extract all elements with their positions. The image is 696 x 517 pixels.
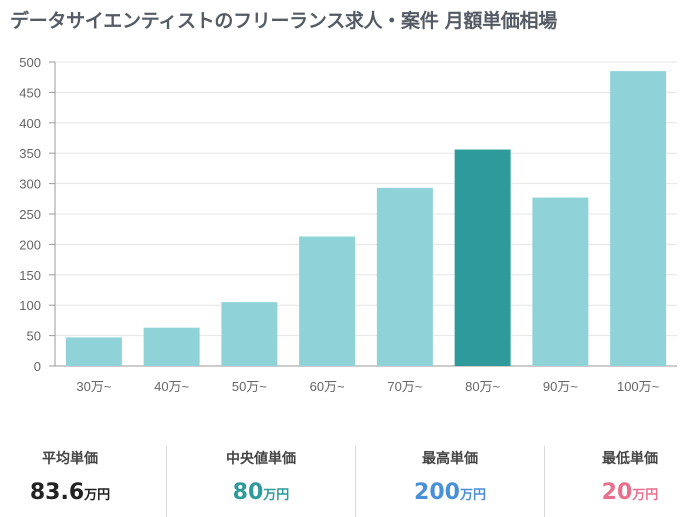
y-tick-label: 200 [19,237,41,252]
stat-average-label: 平均単価 [42,451,98,467]
bar [610,71,667,367]
stat-min-unit: 万円 [632,488,659,503]
x-tick-label: 60万~ [310,379,345,394]
price-stats: 平均単価 83.6万円 中央値単価 80万円 最高単価 200万円 最低単価 2… [0,440,696,517]
stat-average-number: 83.6 [29,480,85,505]
y-tick-label: 500 [19,55,41,70]
y-tick-label: 450 [19,85,41,100]
stat-max-unit: 万円 [459,488,486,503]
stat-average: 平均単価 83.6万円 [0,440,140,517]
stat-divider [166,446,167,517]
x-tick-label: 40万~ [154,379,189,394]
bar [532,197,589,366]
stat-min-label: 最低単価 [602,451,658,467]
stat-median-value: 80万円 [186,480,336,505]
chart-title: データサイエンティストのフリーランス求人・案件 月額単価相場 [10,10,557,32]
y-tick-label: 150 [19,268,41,283]
y-tick-label: 0 [34,359,41,374]
stat-divider [355,446,356,517]
stat-max-number: 200 [414,480,460,505]
bar [454,149,511,366]
bar [376,187,433,366]
bar-chart: 0 50 100 150 200 250 300 350 400 450 500 30万~ 40万~ 50… [19,55,677,394]
y-tick-label: 350 [19,146,41,161]
x-tick-label: 90万~ [543,379,578,394]
stat-average-unit: 万円 [84,488,111,503]
y-tick-label: 300 [19,177,41,192]
stat-median-label: 中央値単価 [226,451,296,467]
bar [143,327,200,366]
bar [221,302,278,366]
y-tick-label: 50 [27,329,41,344]
x-tick-label: 70万~ [387,379,422,394]
stat-max: 最高単価 200万円 [375,440,525,517]
x-tick-label: 80万~ [465,379,500,394]
x-tick-label: 50万~ [232,379,267,394]
stat-median: 中央値単価 80万円 [186,440,336,517]
stat-median-unit: 万円 [263,488,290,503]
bar [299,236,356,366]
stat-min-value: 20万円 [564,480,696,505]
stat-median-number: 80 [232,480,264,505]
stat-min-number: 20 [601,480,633,505]
stat-max-value: 200万円 [375,480,525,505]
stat-min: 最低単価 20万円 [564,440,696,517]
stat-average-value: 83.6万円 [0,480,140,505]
y-tick-label: 250 [19,207,41,222]
y-tick-label: 400 [19,116,41,131]
y-tick-label: 100 [19,298,41,313]
bar [65,337,122,366]
x-tick-label: 30万~ [76,379,111,394]
stat-divider [544,446,545,517]
x-tick-label: 100万~ [617,379,660,394]
stat-max-label: 最高単価 [422,451,478,467]
